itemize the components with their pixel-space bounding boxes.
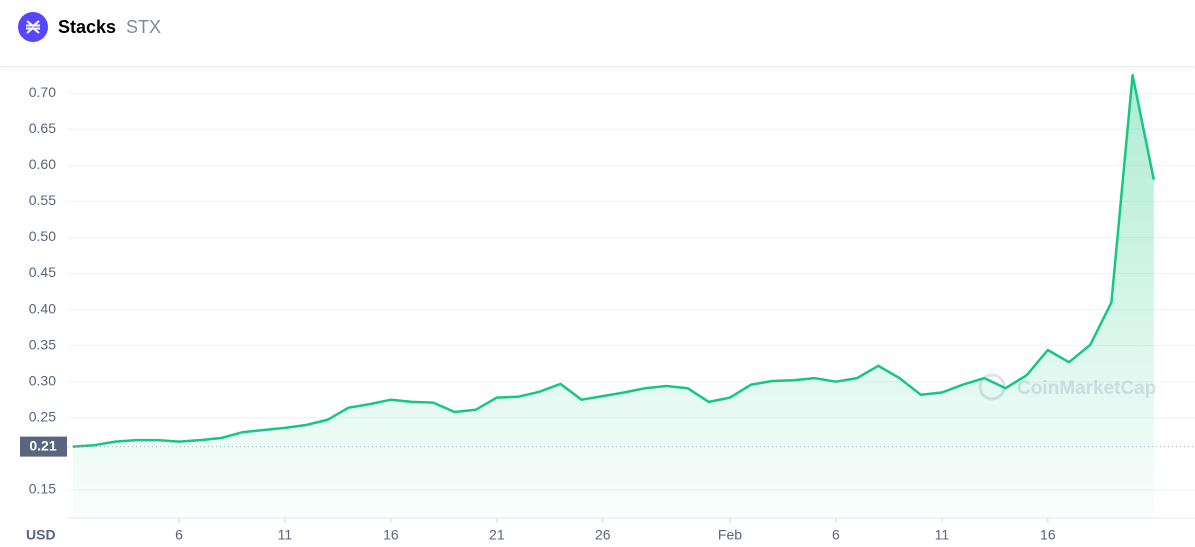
y-unit: USD: [26, 527, 56, 543]
x-tick-label: 16: [1040, 527, 1056, 543]
x-tick-label: 16: [383, 527, 399, 543]
y-tick-label: 0.25: [29, 408, 56, 424]
coin-name: Stacks: [58, 17, 117, 37]
x-tick-label: 11: [278, 527, 293, 543]
x-tick-label: 21: [489, 527, 505, 543]
x-tick-label: 11: [935, 527, 950, 543]
coin-logo: [18, 12, 48, 42]
current-price-box: [20, 436, 67, 457]
y-tick-label: 0.60: [29, 156, 56, 172]
y-tick-label: 0.45: [29, 264, 56, 280]
y-tick-label: 0.35: [29, 336, 56, 352]
y-tick-label: 0.65: [29, 120, 56, 136]
y-tick-label: 0.40: [29, 300, 56, 316]
coin-symbol: STX: [126, 17, 162, 37]
current-price-label: 0.21: [29, 437, 56, 453]
y-tick-label: 0.70: [29, 84, 56, 100]
y-tick-label: 0.30: [29, 372, 56, 388]
x-tick-label: 26: [595, 527, 611, 543]
area: [73, 75, 1154, 518]
price-line: [72, 73, 1156, 448]
x-tick-label: 6: [175, 527, 183, 543]
chart: 0.15 0.25 0.30 0.35 0.40 0.45 0.50 0.55 0.60 0.65…: [20, 73, 1195, 543]
y-tick-label: 0.55: [29, 192, 56, 208]
x-tick-label: 6: [832, 527, 840, 543]
y-tick-label: 0.15: [29, 481, 56, 497]
x-tick-label: Feb: [718, 527, 742, 543]
y-tick-label: 0.50: [29, 228, 56, 244]
header: Stacks STX: [0, 0, 1195, 67]
